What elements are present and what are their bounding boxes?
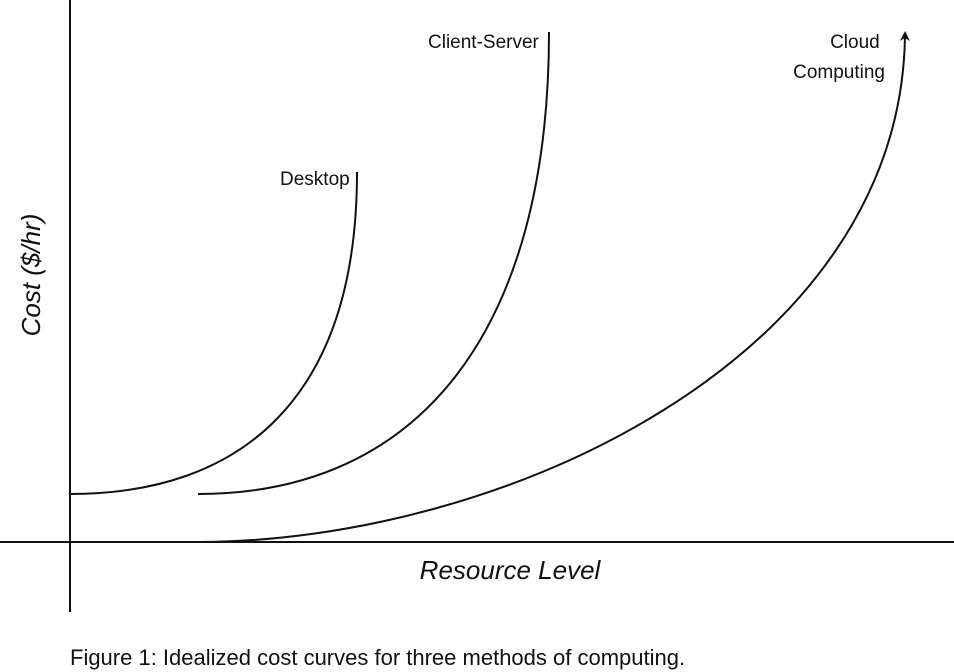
x-axis-title: Resource Level: [420, 555, 602, 585]
cloud-computing-curve: [197, 31, 910, 543]
client-server-curve: [197, 31, 550, 495]
cloud-computing-label-line2: Computing: [793, 62, 885, 83]
cloud-computing-label: Cloud Computing: [793, 32, 885, 83]
desktop-curve: [69, 171, 358, 495]
cloud-computing-label-line1: Cloud: [830, 32, 880, 53]
figure-caption: Figure 1: Idealized cost curves for thre…: [70, 645, 686, 670]
client-server-label: Client-Server: [428, 32, 540, 53]
y-axis-title: Cost ($/hr): [16, 214, 46, 337]
desktop-label: Desktop: [280, 169, 350, 190]
